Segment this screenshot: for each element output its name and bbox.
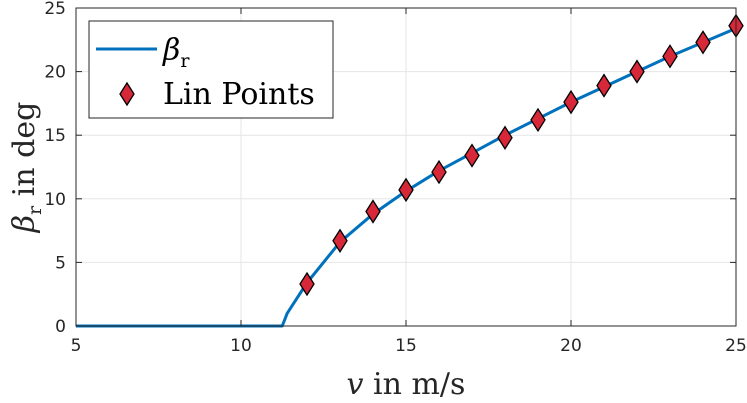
- lin-point-marker: [431, 159, 447, 185]
- y-tick-label: 10: [44, 190, 66, 210]
- y-tick-label: 15: [44, 126, 66, 146]
- lin-point-marker: [365, 199, 381, 224]
- legend-diamond-swatch: [119, 81, 135, 107]
- y-axis-label-subscript: r: [24, 205, 46, 215]
- series-layer: [76, 13, 744, 328]
- x-tick-label: 15: [395, 336, 417, 356]
- y-tick-label: 0: [55, 317, 66, 337]
- legend-entry-beta-r: βr: [162, 33, 190, 72]
- lin-point-marker: [332, 228, 348, 253]
- y-axis-label-unit: in deg: [7, 102, 42, 206]
- y-tick-label: 20: [44, 63, 66, 83]
- legend-entry-lin-points: Lin Points: [163, 77, 315, 112]
- x-tick-label: 25: [725, 336, 747, 356]
- legend: βr Lin Points: [88, 20, 334, 119]
- ticks: [75, 7, 737, 327]
- x-tick-label: 10: [230, 336, 252, 356]
- x-tick-label: 20: [560, 336, 582, 356]
- x-axis-label-variable: v: [347, 367, 364, 402]
- lin-point-marker: [497, 125, 513, 150]
- lin-point-marker: [398, 177, 414, 203]
- x-axis-label-unit: in m/s: [364, 367, 466, 402]
- lin-point-marker: [299, 271, 315, 297]
- lin-point-marker: [596, 73, 612, 98]
- y-tick-label: 5: [55, 253, 66, 273]
- y-axis-label-symbol: β: [7, 215, 42, 233]
- lin-point-marker: [695, 30, 711, 55]
- x-axis-label: v in m/s: [347, 367, 466, 402]
- lin-point-marker: [629, 59, 645, 84]
- lin-point-marker: [563, 89, 579, 115]
- y-axis-label: βr in deg: [7, 102, 46, 234]
- lin-point-marker: [662, 44, 678, 69]
- legend-entry-beta-r-symbol: β: [162, 33, 180, 68]
- y-tick-label: 25: [44, 0, 66, 19]
- x-tick-label: 5: [71, 336, 82, 356]
- lin-point-marker: [464, 143, 480, 168]
- legend-entry-beta-r-subscript: r: [180, 50, 190, 72]
- lin-point-marker: [530, 107, 546, 133]
